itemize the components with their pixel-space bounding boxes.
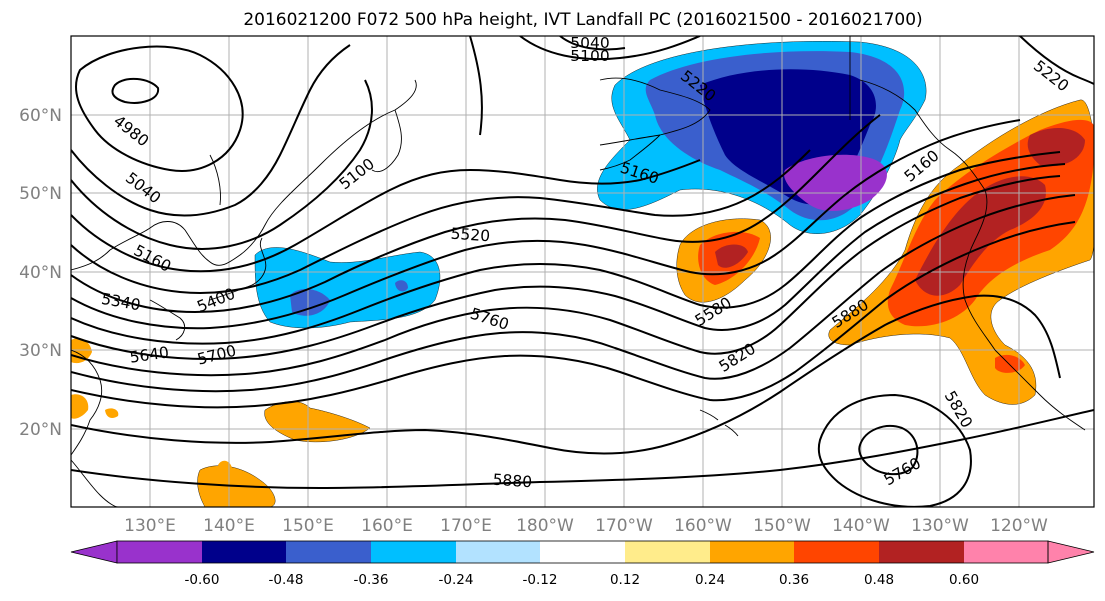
japan-coast: [209, 237, 267, 301]
contour-5460: [71, 163, 1066, 361]
sakhalin-coast: [209, 154, 221, 206]
lon-label: 130°E: [124, 516, 176, 536]
lon-label: 160°W: [674, 516, 732, 536]
korea-coast: [149, 299, 186, 341]
hawaii-islands: [699, 409, 739, 437]
colorbar: -0.60 -0.48 -0.36 -0.24 -0.12 0.12 0.24 …: [70, 540, 1095, 588]
contour-5160: [71, 159, 701, 273]
contour-4980: [75, 45, 244, 172]
colorbar-segment: [879, 541, 964, 563]
colorbar-segment: [202, 541, 286, 563]
positive-anomaly-baja: [995, 354, 1025, 373]
lon-label: 170°W: [595, 516, 653, 536]
colorbar-tick-label: -0.48: [269, 572, 304, 588]
western-pacific-small-blue: [395, 280, 408, 292]
contour-low-center: [111, 77, 160, 104]
alaska-coast: [599, 77, 711, 146]
aleutians-coast: [599, 134, 661, 171]
contour-5100: [71, 79, 373, 250]
lon-label: 140°E: [203, 516, 255, 536]
contour-5760: [71, 294, 1061, 455]
map-panel: 5040 5100 5220 4980 5040 5100 5160 5160 …: [71, 34, 1094, 507]
lon-label: 150°E: [282, 516, 334, 536]
contour-label: 5520: [450, 225, 491, 246]
contour-5280: [71, 114, 881, 314]
contour-5100-north: [559, 36, 626, 51]
contour-5880-south: [71, 409, 1094, 490]
lat-label: 30°N: [19, 341, 62, 361]
philippines-coast: [71, 459, 119, 507]
colorbar-tick-label: -0.12: [523, 572, 558, 588]
positive-anomaly-dark-red-2: [1027, 128, 1085, 167]
pnw-coast: [962, 189, 996, 351]
colorbar-tick-label: 0.24: [695, 572, 725, 588]
contour-5340: [71, 119, 1021, 330]
contour-5580: [71, 194, 1076, 393]
lon-label: 120°W: [990, 516, 1048, 536]
colorbar-segment: [456, 541, 540, 563]
colorbar-frame: [116, 540, 1049, 564]
colorbar-segment: [540, 541, 625, 563]
contour-5220-ne: [1019, 36, 1094, 85]
colorbar-segment: [286, 541, 371, 563]
graticule: [71, 36, 1094, 507]
contour-5760-ring: [858, 425, 919, 476]
contour-5040: [71, 44, 351, 217]
contour-label: 5640: [129, 343, 171, 366]
lat-label: 60°N: [19, 106, 62, 126]
figure-title: 2016021200 F072 500 hPa height, IVT Land…: [243, 10, 922, 30]
colorbar-tick-label: -0.36: [354, 572, 389, 588]
contour-5520: [71, 175, 1061, 377]
contour-alaska-low: [519, 36, 701, 61]
china-coast: [71, 349, 103, 456]
contour-5400: [71, 151, 1061, 345]
lon-label: 160°E: [361, 516, 413, 536]
lon-label: 180°W: [516, 516, 574, 536]
colorbar-tick-label: 0.12: [610, 572, 640, 588]
colorbar-segment: [117, 541, 202, 563]
tropical-patch-1: [264, 401, 371, 443]
latitude-labels: 60°N 50°N 40°N 30°N 20°N: [19, 106, 62, 440]
lat-label: 50°N: [19, 184, 62, 204]
colorbar-segment: [371, 541, 456, 563]
colorbar-segment: [710, 541, 794, 563]
contour-5220: [71, 149, 811, 295]
contour-label: 5880: [492, 471, 533, 492]
lon-label: 150°W: [753, 516, 811, 536]
colorbar-segment: [625, 541, 710, 563]
colorbar-tick-label: 0.48: [864, 572, 894, 588]
colorbar-segment: [794, 541, 879, 563]
longitude-labels: 130°E 140°E 150°E 160°E 170°E 180°W 170°…: [124, 516, 1048, 536]
contour-label: 5100: [570, 47, 609, 65]
colorbar-tick-label: 0.60: [949, 572, 979, 588]
central-pacific-dark-red: [715, 244, 748, 268]
lon-label: 140°W: [832, 516, 890, 536]
colorbar-min-extension: [70, 540, 118, 564]
colorbar-max-extension: [1047, 540, 1095, 564]
western-pacific-medium-blue: [290, 288, 330, 316]
asia-coast: [71, 79, 417, 271]
contour-label: 5040: [570, 34, 609, 52]
colorbar-tick-label: -0.24: [439, 572, 474, 588]
contour-5640: [71, 221, 1076, 409]
lon-label: 130°W: [911, 516, 969, 536]
tropical-patch-4: [71, 394, 89, 419]
coastlines: [71, 36, 1086, 507]
colorbar-segment: [964, 541, 1048, 563]
contour-5160-nw: [469, 36, 483, 136]
lon-label: 170°E: [440, 516, 492, 536]
map-frame: [70, 35, 1095, 508]
lat-label: 40°N: [19, 263, 62, 283]
colorbar-tick-label: -0.60: [185, 572, 220, 588]
colorbar-tick-label: 0.36: [779, 572, 809, 588]
california-coast: [994, 349, 1086, 431]
kamchatka-coast: [371, 109, 402, 173]
height-contours: [71, 36, 1094, 507]
tropical-patch-5: [105, 408, 119, 418]
contour-5820-ring: [817, 393, 972, 507]
lat-label: 20°N: [19, 420, 62, 440]
